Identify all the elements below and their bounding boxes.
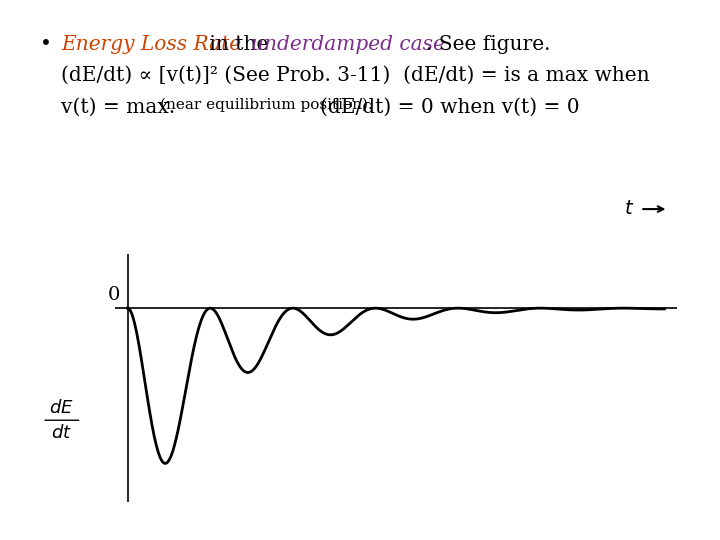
Text: •: •: [40, 35, 51, 54]
Text: $dt$: $dt$: [51, 424, 73, 442]
Text: 0: 0: [108, 286, 120, 304]
Text: (dE/dt) ∝ [v(t)]² (See Prob. 3-11)  (dE/dt) = is a max when: (dE/dt) ∝ [v(t)]² (See Prob. 3-11) (dE/d…: [61, 66, 650, 85]
Text: . See figure.: . See figure.: [426, 35, 551, 54]
Text: Energy Loss Rate: Energy Loss Rate: [61, 35, 241, 54]
Text: in the: in the: [203, 35, 275, 54]
Text: (dE/dt) = 0 when v(t) = 0: (dE/dt) = 0 when v(t) = 0: [320, 98, 580, 117]
Text: v(t) = max.: v(t) = max.: [61, 98, 176, 117]
Text: (near equilibrium position).: (near equilibrium position).: [160, 97, 372, 112]
Text: underdamped case: underdamped case: [251, 35, 444, 54]
Text: $dE$: $dE$: [50, 399, 74, 417]
Text: $t$: $t$: [624, 200, 635, 218]
